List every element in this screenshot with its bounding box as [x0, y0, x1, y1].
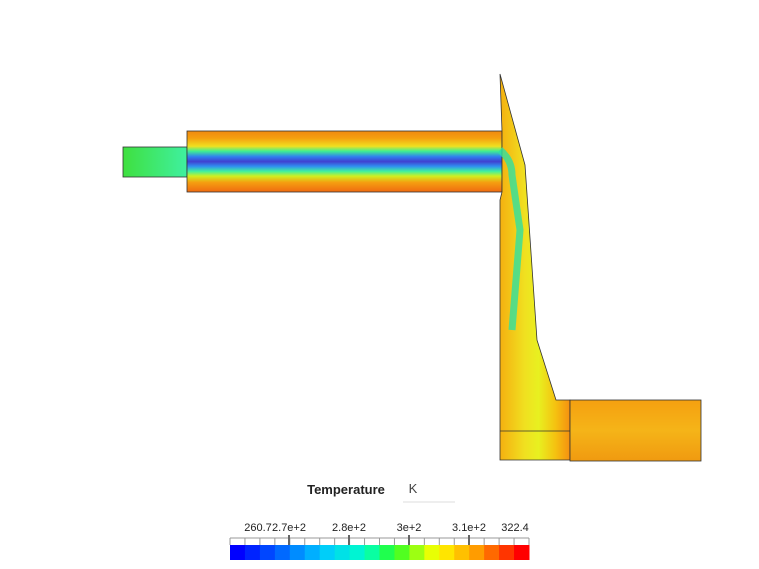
- colorbar-segment: [409, 545, 425, 560]
- colorbar-segment: [514, 545, 530, 560]
- colorbar-segment: [274, 545, 291, 560]
- colorbar-segment: [364, 545, 380, 560]
- inlet-pipe: [122, 146, 188, 178]
- geometry: [122, 73, 702, 462]
- main-pipe: [186, 130, 503, 193]
- colorbar-segment: [469, 545, 485, 560]
- outlet-pipe: [569, 399, 702, 462]
- colorbar-segment: [289, 545, 306, 560]
- colorbar-segment: [334, 545, 351, 560]
- colorbar-segment: [394, 545, 410, 560]
- colorbar-segment: [484, 545, 500, 560]
- colorbar-segment: [304, 545, 321, 560]
- tick-label: 3e+2: [397, 522, 422, 534]
- colorbar: 260.7 2.7e+2 2.8e+2 3e+2 3.1e+2 322.4: [229, 522, 530, 560]
- legend-title: Temperature: [307, 482, 385, 497]
- colorbar-segment: [244, 545, 261, 560]
- colorbar-segment: [230, 545, 246, 560]
- legend-unit[interactable]: K: [409, 481, 418, 496]
- tick-label: 2.7e+2: [272, 522, 306, 534]
- colorbar-segment: [499, 545, 515, 560]
- colorbar-segment: [259, 545, 276, 560]
- colorbar-segment: [454, 545, 470, 560]
- riser: [499, 73, 571, 461]
- colorbar-segment: [439, 545, 455, 560]
- colorbar-segment: [319, 545, 336, 560]
- tick-label: 260.7: [244, 522, 272, 534]
- colorbar-segment: [349, 545, 366, 560]
- tick-label: 322.4: [501, 522, 529, 534]
- jet: [497, 147, 524, 331]
- colorbar-segment: [424, 545, 440, 560]
- tick-label: 2.8e+2: [332, 522, 366, 534]
- tick-label: 3.1e+2: [452, 522, 486, 534]
- colorbar-segment: [379, 545, 395, 560]
